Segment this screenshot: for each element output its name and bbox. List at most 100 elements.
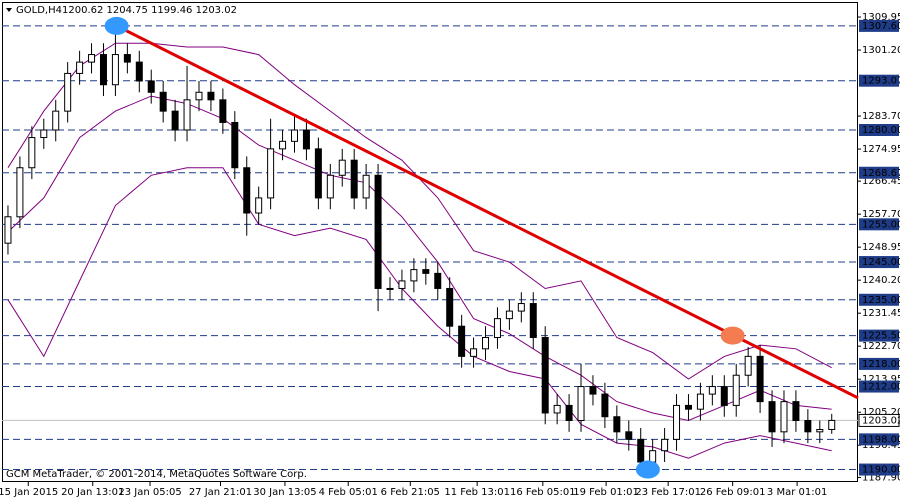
candle-body: [302, 129, 310, 150]
level-label: 1235.00: [862, 295, 900, 306]
y-tick-label: 1283.70: [862, 111, 900, 122]
x-tick-label: 23 Jan 05:05: [118, 487, 181, 498]
candle-body: [219, 99, 227, 123]
y-tick-label: 1257.70: [862, 209, 900, 220]
y-tick-label: 1240.20: [862, 275, 900, 286]
candle-body: [458, 325, 466, 357]
candle-body: [123, 54, 131, 63]
candle-body: [601, 393, 609, 418]
y-tick-label: 1274.95: [862, 144, 900, 155]
candle-body: [768, 401, 776, 433]
level-label-box: [859, 433, 899, 446]
candle-body: [243, 167, 251, 214]
x-tick-label: 16 Feb 05:01: [510, 487, 576, 498]
candle-body: [541, 337, 549, 414]
candle-body: [267, 148, 275, 199]
candle-body: [231, 121, 239, 169]
x-tick-label: 26 Feb 09:01: [700, 487, 766, 498]
candle-body: [816, 428, 824, 433]
x-tick-label: 6 Feb 21:05: [381, 487, 440, 498]
candle-body: [52, 110, 60, 131]
y-tick-label: 1309.95: [862, 12, 900, 23]
candle-body: [732, 374, 740, 406]
chart-title: GOLD,H4: [16, 5, 62, 16]
candle-body: [792, 401, 800, 422]
level-label-box: [859, 74, 899, 87]
candle-body: [99, 54, 107, 86]
candle-body: [577, 386, 585, 422]
x-tick-label: 23 Feb 17:01: [635, 487, 701, 498]
candle-body: [673, 404, 681, 440]
candle-body: [625, 431, 633, 440]
candle-body: [661, 438, 669, 452]
level-label-box: [859, 256, 899, 269]
candle-body: [493, 318, 501, 339]
candle-body: [505, 310, 513, 320]
candle-body: [553, 404, 561, 414]
current-price-box: [858, 413, 900, 427]
y-tick-label: 1205.20: [862, 407, 900, 418]
candle-body: [4, 216, 12, 244]
candle-body: [207, 91, 215, 101]
footer: GCM MetaTrader, © 2001-2014, MetaQuotes …: [6, 469, 307, 480]
y-tick-label: 1187.90: [862, 472, 900, 483]
x-tick-label: 30 Jan 13:05: [253, 487, 316, 498]
candle-body: [290, 129, 298, 142]
x-tick-label: 15 Jan 2015: [0, 487, 58, 498]
candle-body: [326, 174, 334, 199]
candle-body: [362, 174, 370, 199]
candle-body: [350, 159, 358, 199]
candle-body: [708, 386, 716, 395]
candle-body: [613, 416, 621, 433]
candle-body: [446, 287, 454, 327]
y-tick-label: 1231.45: [862, 308, 900, 319]
level-label: 1293.07: [862, 76, 900, 87]
candle-body: [64, 72, 72, 112]
candle-body: [147, 80, 155, 93]
current-price-label: 1203.02: [862, 415, 900, 426]
candle-body: [171, 110, 179, 131]
candle-body: [696, 393, 704, 410]
y-tick-label: 1213.95: [862, 374, 900, 385]
level-label: 1280.00: [862, 125, 900, 136]
candle-body: [279, 140, 287, 150]
candle-body: [338, 159, 346, 176]
candle-body: [720, 386, 728, 406]
candle-body: [804, 420, 812, 433]
level-label: 1212.00: [862, 382, 900, 393]
y-tick-label: 1248.95: [862, 242, 900, 253]
x-tick-label: 19 Feb 01:01: [573, 487, 639, 498]
candle-body: [828, 419, 836, 430]
candle-body: [40, 129, 48, 139]
candle-body: [470, 348, 478, 357]
level-label: 1307.60: [862, 21, 900, 32]
level-label-box: [859, 329, 899, 342]
candle-body: [684, 404, 692, 410]
candle-body: [398, 280, 406, 289]
candle-body: [76, 61, 84, 74]
x-tick-label: 27 Jan 21:01: [189, 487, 252, 498]
band-middle: [7, 95, 832, 422]
level-label-box: [859, 357, 899, 370]
y-tick-label: 1196.45: [862, 440, 900, 451]
x-tick-label: 20 Jan 13:01: [61, 487, 124, 498]
level-label-box: [859, 380, 899, 393]
candle-body: [314, 148, 322, 199]
candle-body: [744, 355, 752, 376]
candle-body: [422, 269, 430, 274]
candle-body: [88, 54, 96, 63]
candle-body: [565, 404, 573, 422]
candle-body: [195, 91, 203, 101]
plot-frame: [2, 2, 858, 482]
candle-body: [529, 303, 537, 339]
level-label: 1255.00: [862, 219, 900, 230]
y-tick-label: 1266.45: [862, 176, 900, 187]
x-tick-label: 11 Feb 13:01: [444, 487, 510, 498]
ohlc-label: 1200.62 1204.75 1199.46 1203.02: [62, 5, 237, 16]
level-label: 1190.00: [862, 465, 900, 476]
level-label: 1268.67: [862, 168, 900, 179]
candle-body: [111, 54, 119, 86]
candle-body: [255, 197, 263, 214]
